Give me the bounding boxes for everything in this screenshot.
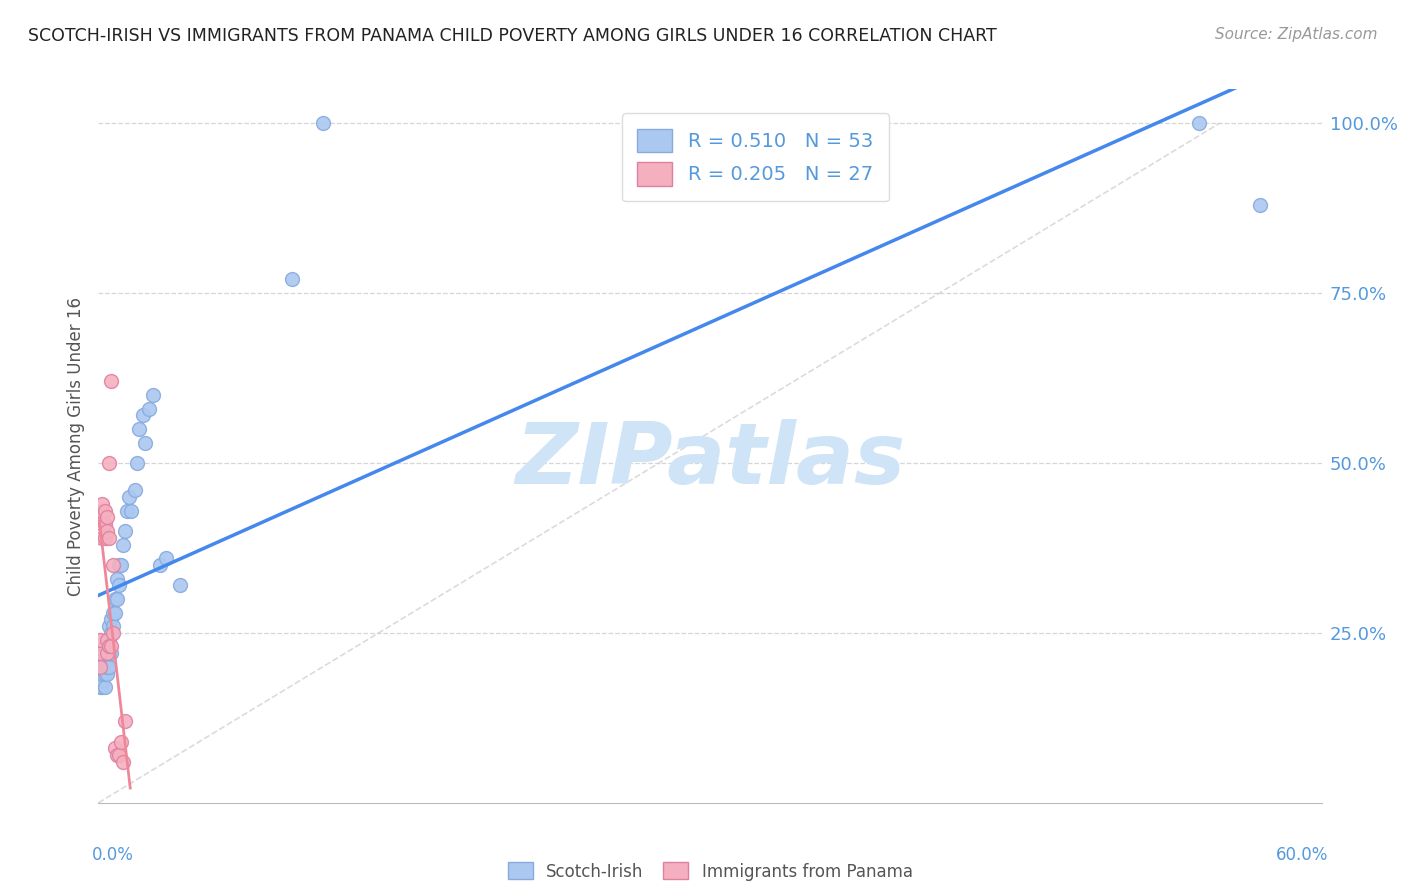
Point [105,572,128,586]
Point [101,558,124,572]
Point [115,503,138,517]
Text: 0.0%: 0.0% [93,846,134,863]
Point [89,646,111,660]
Text: SCOTCH-IRISH VS IMMIGRANTS FROM PANAMA CHILD POVERTY AMONG GIRLS UNDER 16 CORREL: SCOTCH-IRISH VS IMMIGRANTS FROM PANAMA C… [28,27,997,45]
Point [169,578,191,592]
Y-axis label: Child Poverty Among Girls Under 16: Child Poverty Among Girls Under 16 [66,296,84,596]
Point [108,578,131,592]
Point [91,673,114,688]
Point [142,388,165,402]
Point [91,646,114,660]
Point [93,666,115,681]
Point [97,531,120,545]
Point [312,116,335,130]
Point [155,551,177,566]
Text: 60.0%: 60.0% [1275,846,1327,863]
Point [97,619,120,633]
Point [93,517,115,532]
Point [91,503,114,517]
Point [100,626,122,640]
Point [91,666,114,681]
Point [132,409,155,423]
Point [111,755,134,769]
Point [97,632,120,647]
Point [89,666,111,681]
Point [97,646,120,660]
Point [93,503,115,517]
Point [110,734,132,748]
Point [93,653,115,667]
Point [91,517,114,532]
Point [134,435,156,450]
Point [100,612,122,626]
Point [281,272,304,286]
Point [104,591,127,606]
Point [101,606,124,620]
Point [100,375,122,389]
Point [91,653,114,667]
Point [105,748,128,763]
Point [96,524,118,538]
Point [105,591,128,606]
Point [89,660,111,674]
Point [108,558,131,572]
Legend: Scotch-Irish, Immigrants from Panama: Scotch-Irish, Immigrants from Panama [501,855,920,888]
Text: ZIPatlas: ZIPatlas [515,418,905,502]
Point [100,640,122,654]
Point [96,646,118,660]
Point [91,497,114,511]
Point [93,640,115,654]
Text: Source: ZipAtlas.com: Source: ZipAtlas.com [1215,27,1378,42]
Point [110,558,132,572]
Point [1249,198,1271,212]
Point [96,660,118,674]
Point [101,619,124,633]
Point [111,537,134,551]
Point [104,741,127,756]
Point [114,714,136,729]
Point [97,640,120,654]
Point [89,660,111,674]
Point [127,456,149,470]
Point [97,660,120,674]
Point [101,626,124,640]
Point [96,666,118,681]
Point [91,680,114,694]
Point [89,680,111,694]
Point [100,646,122,660]
Point [1188,116,1211,130]
Point [108,748,131,763]
Point [96,632,118,647]
Point [97,456,120,470]
Point [120,503,142,517]
Point [118,490,141,504]
Point [93,680,115,694]
Point [124,483,146,498]
Point [114,524,136,538]
Point [93,660,115,674]
Point [96,510,118,524]
Point [96,632,118,647]
Point [89,632,111,647]
Point [104,606,127,620]
Point [128,422,150,436]
Point [93,531,115,545]
Point [96,646,118,660]
Point [91,531,114,545]
Point [149,558,172,572]
Point [89,646,111,660]
Point [138,401,160,416]
